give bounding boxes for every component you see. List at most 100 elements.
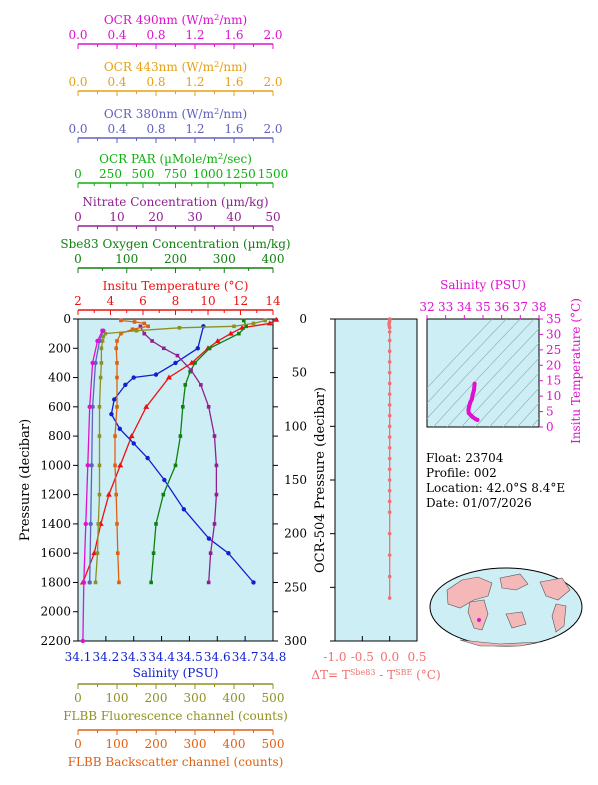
ts-data-point <box>470 392 475 397</box>
data-point-ocr490 <box>90 360 95 366</box>
series-line-nitrate <box>139 325 218 583</box>
bottom-axis-backscatter: 0 100 200 300 400 500 FLBB Backscatter channel… <box>68 729 284 769</box>
data-point-backscatter <box>115 405 119 409</box>
tick-label-temperature: 8 <box>172 294 180 308</box>
y-tick-label: 800 <box>48 429 71 443</box>
y-tick-label: 400 <box>48 371 71 385</box>
data-point-oxygen <box>183 383 188 387</box>
tick-label-ocr443: 2.0 <box>263 75 282 89</box>
data-point-nitrate <box>142 331 147 336</box>
data-point-fluorescence <box>263 318 267 323</box>
ts-data-point <box>466 408 471 413</box>
land-asia <box>499 573 529 591</box>
dt-y-tick-label: 150 <box>284 473 307 487</box>
series-ocr490 <box>80 328 105 644</box>
tick-label-nitrate: 10 <box>109 210 124 224</box>
y-tick-label: 600 <box>48 400 71 414</box>
dt-y-tick-label: 0 <box>299 312 307 326</box>
data-point-salinity <box>251 580 256 585</box>
data-point-temperature <box>117 462 124 468</box>
tick-label-nitrate: 40 <box>226 210 241 224</box>
data-point-fluorescence <box>97 463 102 468</box>
tick-label-oxygen: 100 <box>115 252 138 266</box>
data-point-ocr490 <box>95 338 100 344</box>
axis-label-backscatter: FLBB Backscatter channel (counts) <box>68 755 284 769</box>
land-south-america <box>551 603 567 633</box>
data-point-fluorescence <box>232 324 236 329</box>
tick-label-ocr490: 2.0 <box>263 28 282 42</box>
tick-label-par: 1000 <box>193 167 224 181</box>
dt-x-tick-label: 0.5 <box>407 650 426 664</box>
series-line-fluorescence <box>94 319 266 583</box>
data-point-backscatter <box>117 580 121 585</box>
float-location-marker <box>477 618 481 622</box>
tick-label-par: 1500 <box>258 167 289 181</box>
data-point-salinity <box>153 372 159 377</box>
ts-y-tick-label: 25 <box>546 343 561 357</box>
dt-x-axis-label: ΔT= TSbe83 - TSBE (°C) <box>311 668 440 682</box>
data-point-nitrate <box>214 492 219 497</box>
ts-y-tick-label: 0 <box>546 420 554 434</box>
data-point-fluorescence <box>100 339 105 343</box>
ts-contour <box>447 328 539 427</box>
tick-label-ocr380: 0.4 <box>107 122 126 136</box>
data-point-backscatter <box>113 463 117 468</box>
dt-data-point <box>387 456 392 461</box>
tick-label-nitrate: 20 <box>148 210 163 224</box>
ts-x-tick-label: 38 <box>531 300 546 314</box>
profile-number: Profile: 002 <box>426 466 497 480</box>
ts-contour <box>475 357 539 427</box>
top-axis-par: 0 250 500 750 1000 1250 1500 OCR PAR (µMole/m2/… <box>74 151 288 188</box>
series-nitrate <box>138 324 219 585</box>
main-y-axis: 0 200 400 600 800 1000 1200 1400 1600 1800 2000 220… <box>18 312 278 648</box>
dt-data-point <box>387 392 392 396</box>
tick-label-oxygen: 300 <box>213 252 236 266</box>
axis-label-ocr443: OCR 443nm (W/m2/nm) <box>104 59 247 74</box>
data-point-backscatter <box>114 492 119 497</box>
tick-label-salinity: 34.5 <box>176 650 203 664</box>
data-point-salinity <box>226 550 231 556</box>
data-point-ocr380 <box>89 463 94 468</box>
data-point-salinity <box>112 397 117 402</box>
data-point-salinity <box>181 507 187 512</box>
dt-data-point <box>387 435 392 439</box>
y-tick-label: 200 <box>48 341 71 355</box>
y-tick-label: 2000 <box>40 605 71 619</box>
tick-label-salinity: 34.7 <box>232 650 259 664</box>
tick-label-salinity: 34.2 <box>92 650 119 664</box>
tick-label-fluorescence: 400 <box>223 691 246 705</box>
dt-data-point <box>387 349 392 354</box>
data-point-salinity <box>131 441 136 446</box>
tick-label-ocr490: 0.0 <box>68 28 87 42</box>
dt-data-point <box>387 330 392 334</box>
tick-label-ocr380: 1.2 <box>185 122 204 136</box>
dt-x-tick-label: 0.0 <box>380 650 399 664</box>
ts-x-tick-label: 33 <box>438 300 453 314</box>
delta-t-panel <box>334 318 418 642</box>
data-point-salinity <box>109 411 114 417</box>
location: Location: 42.0°S 8.4°E <box>426 481 565 495</box>
top-axis-temperature: 2 4 6 8 10 12 14 Insitu Temperature (°C) <box>74 279 281 315</box>
ts-y-tick-label: 35 <box>546 312 561 326</box>
tick-label-temperature: 4 <box>107 294 115 308</box>
ts-contour <box>427 319 507 404</box>
axis-label-oxygen: Sbe83 Oxygen Concentration (µm/kg) <box>60 237 290 251</box>
data-point-backscatter <box>130 327 135 332</box>
ts-data-point <box>467 404 471 409</box>
data-point-nitrate <box>175 353 180 358</box>
main-plot-panel <box>77 318 274 642</box>
tick-label-ocr380: 0.0 <box>68 122 87 136</box>
data-point-salinity <box>206 536 212 541</box>
tick-label-ocr490: 0.4 <box>107 28 126 42</box>
tick-label-backscatter: 0 <box>74 737 82 751</box>
data-point-nitrate <box>208 551 213 555</box>
y-tick-label: 0 <box>63 312 71 326</box>
y-axis-label: Pressure (decibar) <box>18 419 33 541</box>
ts-contour <box>427 319 521 420</box>
data-point-salinity <box>131 375 136 380</box>
tick-label-ocr443: 1.6 <box>224 75 243 89</box>
ts-x-axis-label: Salinity (PSU) <box>440 278 526 292</box>
ts-y-tick-label: 10 <box>546 389 561 403</box>
ts-contour <box>427 319 493 389</box>
